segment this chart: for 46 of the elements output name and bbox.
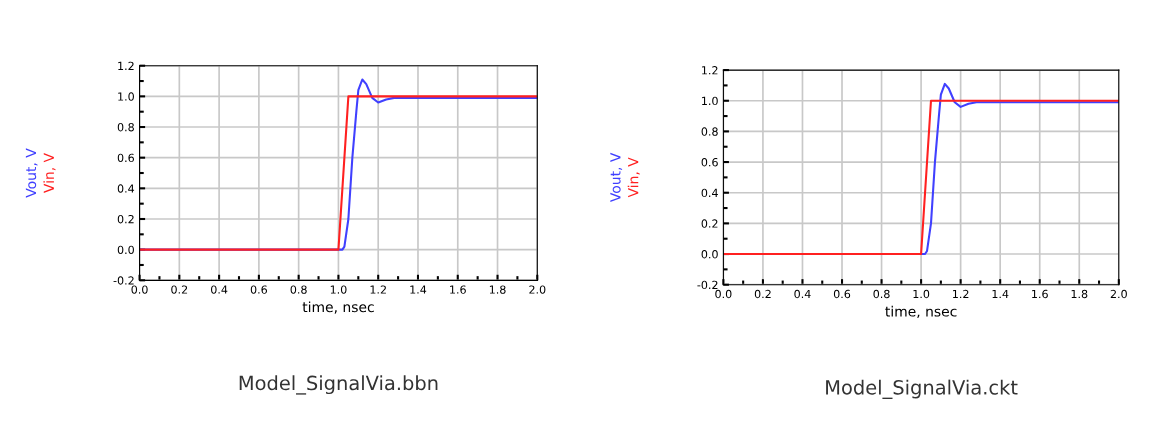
x-tick-label: 0.0: [131, 285, 148, 294]
x-tick-label: 0.2: [754, 289, 771, 299]
y-tick-label: 0.6: [117, 153, 134, 163]
x-tick-label: 1.4: [410, 285, 427, 294]
y-tick-label: 0.8: [117, 122, 134, 132]
x-tick-label: 0.6: [833, 289, 851, 299]
y-tick-label: -0.2: [113, 276, 134, 285]
x-tick-label: 1.8: [1071, 289, 1088, 299]
text: Model_SignalVia.bbn: [239, 375, 438, 395]
text: Model_SignalVia.ckt: [826, 379, 1018, 399]
text: Vout, V: [25, 148, 38, 198]
y-tick-label: 1.2: [702, 66, 718, 75]
x-tick-label: 0.0: [715, 289, 732, 299]
y-tick-label: 0.4: [117, 184, 135, 193]
x-tick-label: 1.2: [953, 289, 969, 298]
y-tick-label: 0.2: [117, 214, 134, 224]
x-tick-label: 1.0: [330, 285, 347, 294]
y-tick-label: 0.6: [701, 158, 718, 167]
x-tick-label: 0.6: [250, 285, 268, 294]
x-tick-label: 0.4: [794, 289, 811, 299]
x-tick-label: 1.0: [913, 289, 930, 299]
x-tick-label: 1.6: [1032, 289, 1048, 299]
x-tick-label: 2.0: [529, 285, 546, 294]
x-tick-label: 0.4: [211, 285, 228, 294]
x-tick-label: 1.6: [450, 285, 466, 294]
y-tick-label: 1.2: [118, 61, 134, 70]
y-tick-label: 0.8: [701, 127, 718, 136]
x-axis-title: time, nsec: [302, 301, 374, 314]
y-tick-label: 0.0: [701, 250, 718, 259]
x-tick-label: 1.4: [992, 289, 1009, 298]
y-tick-label: 0.2: [701, 219, 718, 228]
x-tick-label: 0.8: [290, 285, 307, 294]
x-axis-title: time, nsec: [885, 305, 957, 319]
text: Vin, V: [627, 157, 640, 198]
y-tick-label: 0.4: [701, 188, 718, 198]
text: Vin, V: [43, 153, 56, 193]
x-tick-label: 1.2: [370, 285, 386, 294]
y-tick-label: -0.2: [697, 280, 718, 290]
x-tick-label: 1.8: [489, 285, 506, 294]
y-tick-label: 0.0: [117, 245, 134, 255]
x-tick-label: 0.2: [171, 285, 188, 294]
text: Vout, V: [610, 152, 623, 203]
y-tick-label: 1.0: [118, 92, 134, 101]
x-tick-label: 2.0: [1110, 289, 1127, 299]
x-tick-label: 0.8: [873, 289, 890, 299]
y-tick-label: 1.0: [702, 96, 718, 106]
